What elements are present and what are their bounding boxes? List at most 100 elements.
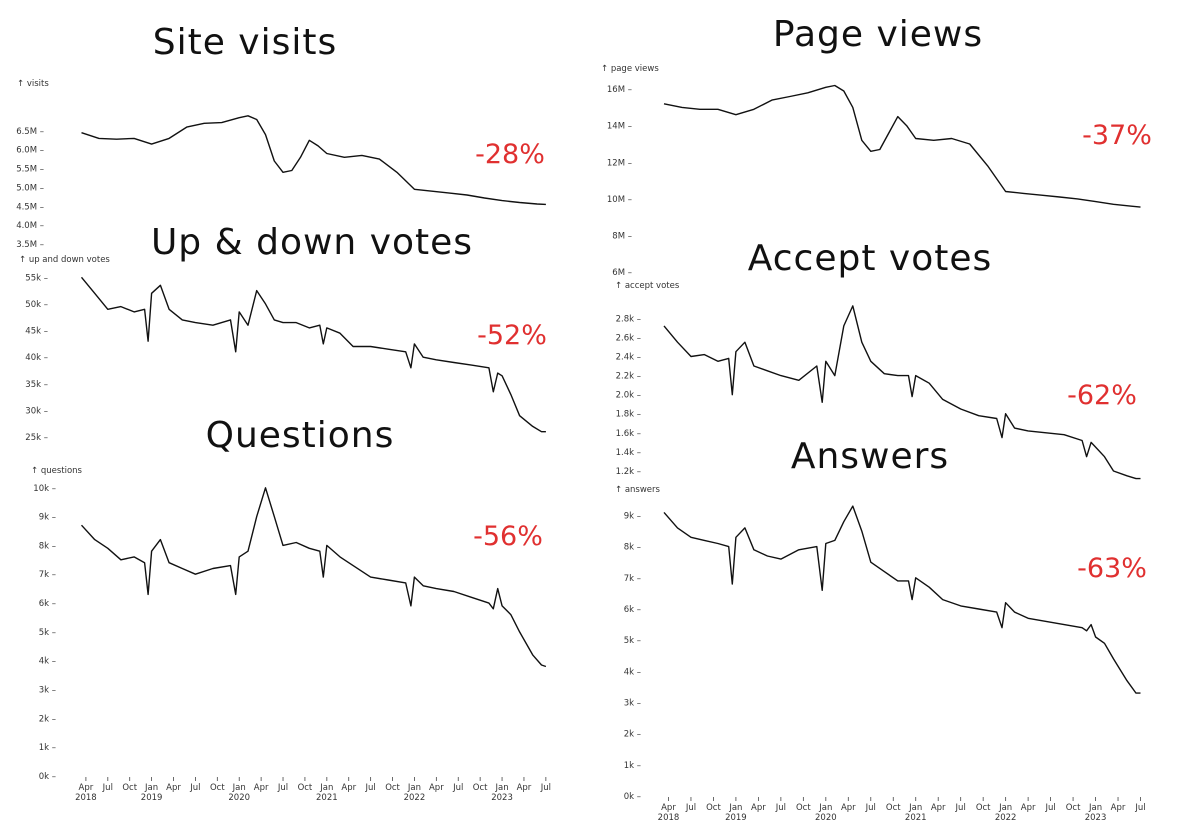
x-tick-label: Apr bbox=[931, 803, 946, 813]
y-tick-label: 5k – bbox=[39, 628, 56, 638]
y-tick-label: 3k – bbox=[624, 698, 641, 708]
change-label-answers: -63% bbox=[1077, 553, 1147, 584]
x-tick-label: Oct bbox=[210, 783, 225, 793]
x-tick-label: Oct bbox=[473, 783, 488, 793]
y-tick-label: 16M – bbox=[607, 85, 632, 95]
y-tick-label: 3.5M – bbox=[16, 240, 44, 250]
x-tick-label: Jan bbox=[407, 783, 421, 793]
chart-title-page-views: Page views bbox=[773, 14, 983, 55]
x-tick-label: Jul bbox=[1044, 803, 1055, 813]
y-tick-label: 2k – bbox=[39, 714, 56, 724]
x-tick-label: Jul bbox=[452, 783, 463, 793]
y-ticks-page-views: 6M – 8M – 10M – 12M – 14M – 16M – bbox=[607, 85, 632, 278]
y-tick-label: 14M – bbox=[607, 122, 632, 132]
y-ticks-up-down-votes: 25k – 30k – 35k – 40k – 45k – 50k – 55k – bbox=[25, 273, 48, 443]
x-tick-label: Jan bbox=[1088, 803, 1102, 813]
series-line-questions bbox=[80, 487, 547, 668]
x-tick-year: 2022 bbox=[404, 793, 426, 803]
y-tick-label: 6k – bbox=[624, 605, 641, 615]
y-tick-label: 1k – bbox=[624, 761, 641, 771]
x-tick-label: Apr bbox=[341, 783, 356, 793]
y-tick-label: 4.5M – bbox=[16, 202, 44, 212]
y-tick-label: 1.2k – bbox=[616, 467, 641, 477]
x-tick-label: Jul bbox=[685, 803, 696, 813]
x-tick-year: 2023 bbox=[491, 793, 513, 803]
y-tick-label: 3k – bbox=[39, 686, 56, 696]
change-label-up-down-votes: -52% bbox=[477, 320, 547, 351]
y-tick-label: 40k – bbox=[25, 353, 48, 363]
series-line-accept-votes bbox=[663, 305, 1141, 480]
x-tick-label: Jul bbox=[955, 803, 966, 813]
x-tick-label: Apr bbox=[429, 783, 444, 793]
change-label-page-views: -37% bbox=[1082, 120, 1152, 151]
x-tick-year: 2021 bbox=[316, 793, 338, 803]
y-tick-label: 6k – bbox=[39, 599, 56, 609]
x-tick-label: Jan bbox=[818, 803, 832, 813]
x-tick-label: Jan bbox=[144, 783, 158, 793]
series-line-up-down-votes bbox=[80, 276, 546, 433]
x-tick-label: Jan bbox=[494, 783, 508, 793]
panel-accept-votes: Accept votes ↑ accept votes 1.2k – 1.4k –… bbox=[615, 238, 1141, 480]
chart-title-site-visits: Site visits bbox=[153, 22, 338, 63]
y-tick-label: 2.8k – bbox=[616, 314, 641, 324]
y-axis-label-answers: ↑ answers bbox=[615, 485, 661, 495]
x-tick-label: Apr bbox=[517, 783, 532, 793]
y-tick-label: 35k – bbox=[25, 380, 48, 390]
y-tick-label: 25k – bbox=[25, 433, 48, 443]
y-tick-label: 8k – bbox=[39, 541, 56, 551]
x-tick-label: Oct bbox=[385, 783, 400, 793]
y-tick-label: 2.4k – bbox=[616, 352, 641, 362]
x-tick-label: Jan bbox=[908, 803, 922, 813]
y-ticks-questions: 0k – 1k – 2k – 3k – 4k – 5k – 6k – 7k – 8k – 9k –… bbox=[33, 484, 56, 782]
x-tick-year: 2023 bbox=[1085, 813, 1107, 823]
y-tick-label: 4k – bbox=[624, 667, 641, 677]
y-tick-label: 1.8k – bbox=[616, 410, 641, 420]
y-axis-label-up-down-votes: ↑ up and down votes bbox=[19, 255, 110, 265]
change-label-site-visits: -28% bbox=[475, 139, 545, 170]
x-tick-label: Jul bbox=[1134, 803, 1145, 813]
x-tick-label: Oct bbox=[122, 783, 137, 793]
x-tick-label: Apr bbox=[254, 783, 269, 793]
x-tick-label: Apr bbox=[751, 803, 766, 813]
y-tick-label: 2k – bbox=[624, 730, 641, 740]
y-ticks-answers: 0k – 1k – 2k – 3k – 4k – 5k – 6k – 7k – 8k – 9k – bbox=[624, 511, 641, 802]
y-tick-label: 5.0M – bbox=[16, 183, 44, 193]
panel-up-down-votes: Up & down votes ↑ up and down votes 25k … bbox=[19, 222, 547, 443]
x-tick-year: 2020 bbox=[228, 793, 250, 803]
y-tick-label: 1.6k – bbox=[616, 429, 641, 439]
panel-questions: Questions ↑ questions 0k – 1k – 2k – 3k – 4k… bbox=[31, 415, 547, 782]
y-tick-label: 0k – bbox=[39, 772, 56, 782]
y-tick-label: 8k – bbox=[624, 543, 641, 553]
x-tick-label: Jul bbox=[277, 783, 288, 793]
y-axis-label-accept-votes: ↑ accept votes bbox=[615, 281, 680, 291]
x-tick-label: Apr bbox=[661, 803, 676, 813]
y-tick-label: 2.2k – bbox=[616, 372, 641, 382]
y-ticks-site-visits: 3.5M – 4.0M – 4.5M – 5.0M – 5.5M – 6.0M – 6.5M… bbox=[16, 127, 44, 250]
x-tick-year: 2020 bbox=[815, 813, 837, 823]
series-line-answers bbox=[663, 505, 1141, 694]
y-axis-label-site-visits: ↑ visits bbox=[17, 79, 49, 89]
y-tick-label: 45k – bbox=[25, 327, 48, 337]
change-label-accept-votes: -62% bbox=[1067, 380, 1137, 411]
x-tick-label: Jan bbox=[998, 803, 1012, 813]
y-tick-label: 10M – bbox=[607, 195, 632, 205]
y-axis-label-questions: ↑ questions bbox=[31, 466, 83, 476]
y-tick-label: 1.4k – bbox=[616, 448, 641, 458]
chart-title-up-down-votes: Up & down votes bbox=[151, 222, 473, 263]
series-line-site-visits bbox=[81, 115, 546, 206]
x-tick-label: Apr bbox=[841, 803, 856, 813]
y-tick-label: 2.6k – bbox=[616, 333, 641, 343]
y-tick-label: 9k – bbox=[39, 513, 56, 523]
y-tick-label: 4k – bbox=[39, 657, 56, 667]
x-tick-label: Jan bbox=[232, 783, 246, 793]
y-tick-label: 8M – bbox=[612, 231, 632, 241]
x-tick-year: 2018 bbox=[75, 793, 97, 803]
x-tick-label: Oct bbox=[976, 803, 991, 813]
chart-title-accept-votes: Accept votes bbox=[748, 238, 993, 279]
x-tick-label: Jul bbox=[775, 803, 786, 813]
x-tick-label: Oct bbox=[298, 783, 313, 793]
chart-title-answers: Answers bbox=[791, 436, 949, 477]
